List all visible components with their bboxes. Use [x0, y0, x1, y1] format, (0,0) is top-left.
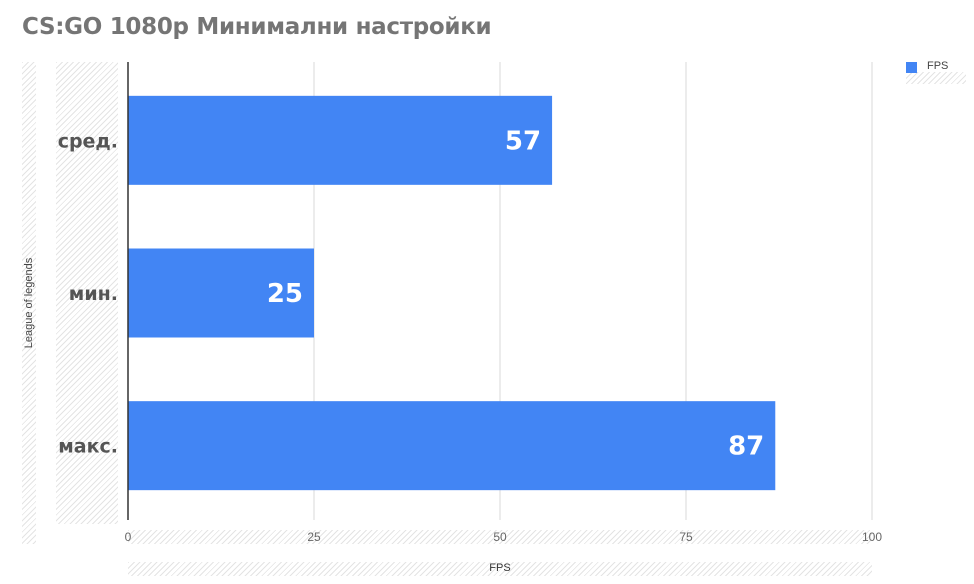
legend: FPS	[906, 60, 966, 84]
x-tick-label-area	[128, 530, 872, 544]
data-label-1: 25	[267, 279, 303, 309]
x-axis-title-area: FPS	[128, 562, 872, 576]
category-label-1: мин.	[69, 283, 118, 305]
bar-2	[128, 401, 776, 491]
chart-title: CS:GO 1080p Минимални настройки	[22, 14, 492, 40]
x-tick-label-75: 75	[679, 530, 693, 544]
y-axis-title-area: League of legends	[22, 62, 36, 544]
category-label-area	[56, 62, 118, 524]
x-tick-label-50: 50	[493, 530, 507, 544]
x-axis-title: FPS	[489, 562, 511, 574]
bar-1	[128, 248, 314, 338]
data-label-0: 57	[505, 126, 541, 156]
category-label-0: сред.	[58, 130, 118, 152]
x-tick-label-0: 0	[125, 530, 132, 544]
data-label-2: 87	[728, 432, 764, 462]
bar-0	[128, 95, 553, 185]
legend-label-fps: FPS	[927, 60, 949, 72]
x-tick-label-25: 25	[307, 530, 321, 544]
legend-area	[906, 72, 966, 84]
category-label-2: макс.	[58, 436, 118, 458]
x-tick-label-100: 100	[862, 530, 882, 544]
legend-swatch-fps	[906, 62, 917, 73]
